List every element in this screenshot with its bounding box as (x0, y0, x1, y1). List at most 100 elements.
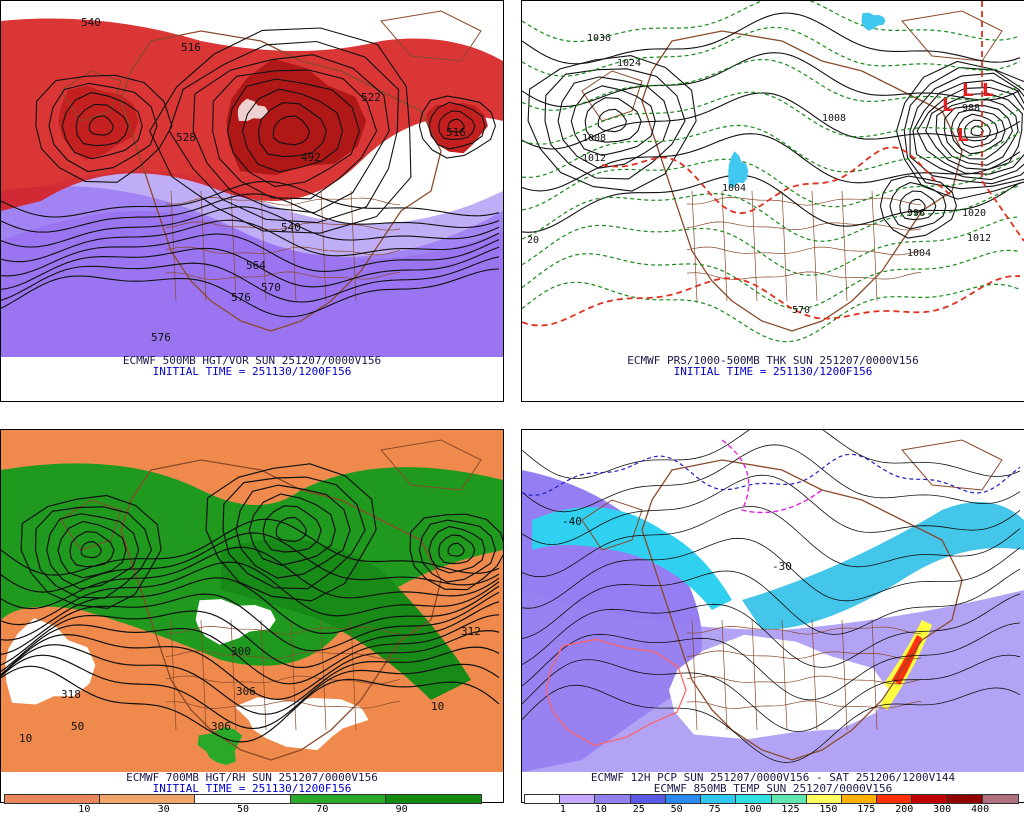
coastline-north-america (641, 30, 963, 332)
legend-color-swatch (805, 794, 844, 804)
coastline-alaska (581, 499, 643, 551)
thickness-540-line (522, 275, 1021, 327)
height-contour (1, 219, 500, 263)
height-contour (262, 505, 322, 553)
vorticity-negative-region (1, 186, 503, 357)
contour-label: 540 (281, 221, 301, 234)
height-contour (1, 601, 500, 669)
legend-color-swatch (981, 794, 1020, 804)
isobar (584, 97, 642, 143)
temperature-contour (522, 505, 1021, 578)
isobar (522, 52, 1021, 108)
state-boundary (290, 619, 297, 731)
coastline-greenland (380, 10, 482, 62)
contour-label: 988 (962, 103, 980, 114)
coastline-north-america (641, 459, 963, 761)
state-boundary (841, 619, 848, 731)
state-boundary (165, 626, 401, 635)
contour-label: 1008 (822, 113, 846, 124)
coastline-alaska (60, 70, 122, 122)
height-contour (275, 516, 308, 543)
state-boundary (781, 190, 788, 302)
height-contour (75, 103, 129, 147)
height-contour (35, 74, 173, 183)
height-contour (80, 540, 102, 559)
temperature-contour (522, 430, 1021, 479)
temperature-contour (522, 622, 1021, 701)
height-contour (212, 69, 378, 200)
panel-500mb-initial-time: INITIAL TIME = 251130/1200F156 (152, 365, 352, 378)
contour-label: 1012 (967, 233, 991, 244)
temperature-contour (522, 654, 1021, 733)
isobar (899, 190, 937, 221)
isobar (950, 109, 1006, 155)
isobar (570, 85, 656, 156)
height-contour (1, 180, 500, 218)
contour-label: 516 (181, 41, 201, 54)
isobar (889, 181, 947, 230)
thickness-contour (522, 216, 1021, 276)
height-contour (1, 546, 500, 610)
panel-500mb-hgt-vor: 540 516 528 492 522 516 540 564 576 576 570 ECMWF … (0, 0, 504, 402)
state-boundary (871, 619, 878, 731)
legend-tick-label: 300 (933, 804, 952, 815)
state-boundary (686, 221, 922, 231)
rh-moist-patch (197, 727, 243, 765)
state-boundary (230, 619, 237, 731)
panel-700mb-title: ECMWF 700MB HGT/RH SUN 251207/0000V156 (126, 771, 378, 784)
legend-tick-label: 75 (708, 804, 721, 815)
legend-color-swatch (664, 794, 703, 804)
height-contour (257, 102, 328, 158)
thickness-contour (522, 157, 1021, 211)
low-pressure-marker: L (942, 95, 953, 116)
panel-700mb-hgt-rh: 300 306 318 306 312 10 50 10 ECMWF 700MB HGT/RH… (0, 429, 504, 803)
height-contour (1, 629, 500, 701)
low-pressure-marker: L (957, 125, 968, 146)
contour-label: 306 (211, 720, 231, 733)
height-contour (205, 463, 377, 602)
temperature-contour (522, 568, 1021, 639)
coastline-north-america (120, 459, 442, 761)
legend-tick-label: 10 (78, 804, 91, 815)
legend-color-swatch (4, 794, 102, 804)
precip-color-legend: 1 10 25 50 75 100 125 150 175 200 300 400 (524, 794, 1020, 817)
state-boundary (686, 700, 922, 709)
precip-snow-patch (728, 151, 749, 187)
state-boundary (686, 675, 922, 685)
vorticity-gap (237, 98, 268, 121)
state-boundary (781, 619, 788, 731)
thickness-540-line (601, 146, 951, 215)
legend-tick-label: 175 (857, 804, 876, 815)
temperature-contour (522, 537, 1021, 609)
thickness-contour (522, 124, 1021, 179)
isobar (916, 86, 1024, 175)
height-contour (438, 110, 476, 141)
rh-color-legend: 10 30 50 70 90 (4, 794, 483, 817)
height-contour (438, 534, 476, 565)
thickness-540-line (981, 1, 1024, 242)
isobar (909, 72, 1024, 185)
height-contour (248, 493, 336, 566)
isobar (557, 76, 671, 169)
height-contour (1, 654, 500, 730)
panel-pcp-subtitle: ECMWF 850MB TEMP SUN 251207/0000V156 (653, 782, 893, 795)
legend-color-swatch (524, 794, 562, 804)
height-contour (1, 268, 500, 318)
contour-label: 50 (71, 720, 84, 733)
legend-tick-label: 10 (594, 804, 607, 815)
state-boundary (165, 197, 401, 206)
height-contour (192, 54, 390, 214)
height-contour (1, 614, 500, 685)
contour-label: 564 (246, 259, 266, 272)
rh-dry-pocket (234, 697, 369, 751)
isobar (527, 55, 697, 192)
contour-label: 318 (61, 688, 81, 701)
legend-color-swatch (559, 794, 597, 804)
rh-dry-pocket (5, 618, 96, 705)
height-contour (1, 644, 500, 715)
contour-label: 522 (361, 91, 381, 104)
coastline-alaska (60, 499, 122, 551)
contour-label: 1008 (582, 133, 606, 144)
contour-label: 540 (81, 16, 101, 29)
panel-prs-thickness: 1036 1024 1008 1012 1004 1008 1020 1012 1004 996 9… (521, 0, 1024, 402)
